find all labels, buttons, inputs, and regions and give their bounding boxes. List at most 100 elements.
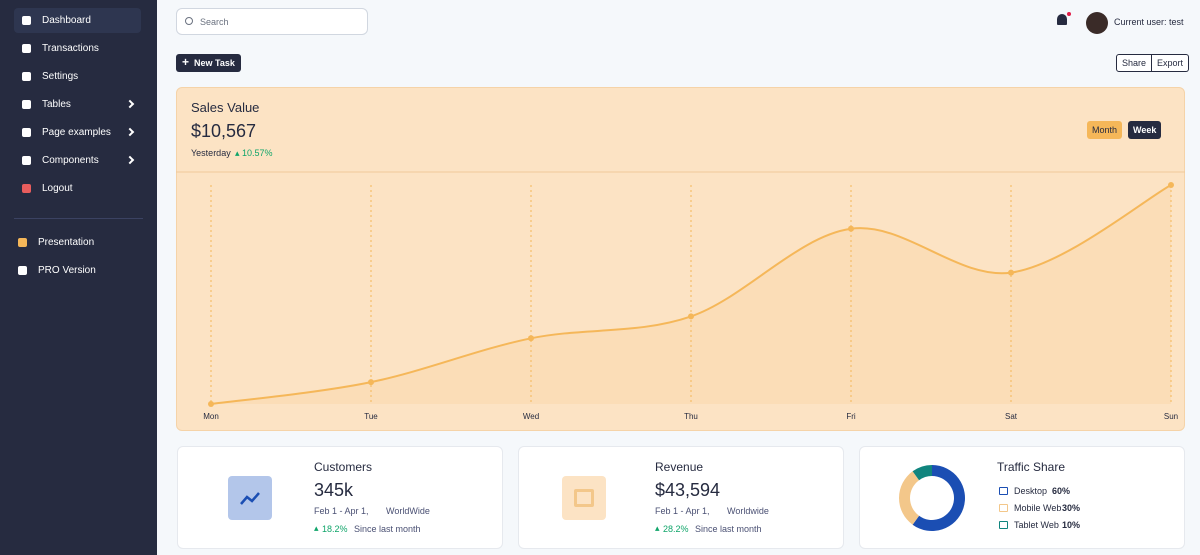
nav-item[interactable]: Settings [14, 64, 141, 89]
sales-point [1168, 182, 1174, 188]
donut-segment [912, 465, 965, 531]
card-title: Customers [314, 460, 373, 474]
nav-label: Presentation [38, 237, 95, 248]
traffic-title: Traffic Share [997, 460, 1066, 474]
sales-period: Yesterday [191, 148, 231, 158]
legend-label: Tablet Web [1014, 520, 1059, 530]
month-toggle[interactable]: Month [1087, 121, 1123, 139]
nav-item[interactable]: Presentation [10, 230, 137, 255]
card-title: Revenue [655, 460, 704, 474]
card-period: Feb 1 - Apr 1, [314, 506, 369, 516]
sales-chart: Mon Tue Wed Thu Fri Sat Sun [176, 171, 1185, 421]
legend-icon [999, 504, 1008, 512]
nav-icon [22, 72, 31, 81]
nav-item[interactable]: Components [14, 148, 141, 173]
nav-icon [22, 100, 31, 109]
plus-icon: + [182, 55, 190, 69]
nav-item[interactable]: Tables [14, 92, 141, 117]
nav-label: Settings [42, 71, 79, 82]
divider [14, 218, 143, 219]
x-tick-label: Sat [1005, 412, 1018, 421]
nav-icon [22, 184, 31, 193]
card-since: Since last month [695, 524, 762, 534]
search-placeholder: Search [200, 17, 229, 27]
nav-icon [22, 16, 31, 25]
nav-label: Dashboard [42, 15, 91, 26]
nav-icon [22, 128, 31, 137]
x-tick-label: Wed [523, 412, 539, 421]
search-box[interactable]: Search [176, 8, 368, 35]
chevron [125, 155, 135, 165]
card-change: 28.2% [663, 524, 689, 534]
share-export-group: Share Export [1116, 54, 1190, 72]
legend-label: Desktop [1014, 486, 1048, 496]
traffic-donut [899, 465, 965, 531]
chart-icon [240, 492, 260, 505]
nav-item[interactable]: PRO Version [10, 258, 137, 283]
new-task-label: New Task [194, 58, 235, 68]
sales-value: $10,567 [191, 121, 257, 141]
nav-item[interactable]: Logout [14, 176, 141, 201]
card-period: Feb 1 - Apr 1, [655, 506, 710, 516]
donut-segment [912, 465, 932, 481]
sales-point [848, 225, 854, 232]
nav-label: Tables [42, 99, 71, 110]
x-tick-label: Sun [1164, 412, 1178, 421]
legend-value: 60% [1052, 486, 1071, 496]
chart-icon-line [240, 492, 260, 505]
card-value: $43,594 [655, 480, 721, 500]
nav-item[interactable]: Page examples [14, 120, 141, 145]
nav-label: Logout [42, 183, 73, 194]
legend-icon [999, 521, 1008, 529]
sales-point [1008, 269, 1014, 276]
search-icon [185, 17, 193, 25]
x-tick-label: Thu [684, 412, 698, 421]
card-value: 345k [314, 480, 354, 500]
legend-value: 10% [1062, 520, 1081, 530]
register-icon [574, 489, 594, 507]
sales-point [368, 379, 374, 386]
card-since: Since last month [354, 524, 421, 534]
card-region: Worldwide [727, 506, 769, 516]
nav-item[interactable]: Dashboard [14, 8, 141, 33]
customers-card: Customers 345k Feb 1 - Apr 1, WorldWide ▴ 18.… [177, 446, 503, 549]
new-task-button[interactable]: + New Task [176, 54, 241, 72]
nav-item[interactable]: Transactions [14, 36, 141, 61]
traffic-card: Traffic Share Desktop 60% Mobile Web 30% Tab… [859, 446, 1185, 549]
share-button[interactable]: Share [1116, 54, 1153, 72]
x-tick-label: Fri [846, 412, 856, 421]
sales-card: Sales Value $10,567 Yesterday ▴ 10.57% M… [176, 87, 1185, 431]
sales-point [208, 401, 214, 407]
export-button[interactable]: Export [1152, 54, 1190, 72]
donut-segment [899, 471, 920, 525]
legend-label: Mobile Web [1014, 503, 1062, 513]
avatar[interactable] [1086, 12, 1108, 34]
nav-icon [18, 238, 27, 247]
nav-icon [22, 156, 31, 165]
chevron [125, 99, 135, 109]
legend-value: 30% [1062, 503, 1081, 513]
sidebar: Dashboard Transactions Settings Tables Page … [0, 0, 157, 555]
sales-point [528, 335, 534, 342]
x-tick-label: Tue [364, 412, 378, 421]
nav-label: Transactions [42, 43, 99, 54]
revenue-icon [562, 476, 606, 520]
sales-area [211, 185, 1171, 404]
customers-icon [228, 476, 272, 520]
legend-icon [999, 487, 1008, 495]
week-toggle[interactable]: Week [1128, 121, 1162, 139]
sales-point [688, 313, 694, 320]
bell-icon[interactable] [1057, 14, 1067, 25]
chevron [125, 127, 135, 137]
notification-dot [1067, 12, 1071, 16]
nav-icon [22, 44, 31, 53]
revenue-card: Revenue $43,594 Feb 1 - Apr 1, Worldwide ▴ 28… [518, 446, 844, 549]
sales-change: ▴ 10.57% [235, 148, 273, 158]
sales-title: Sales Value [191, 100, 260, 115]
nav-icon [18, 266, 27, 275]
sales-change-value: 10.57% [242, 148, 273, 158]
up-arrow: ▴ [655, 523, 660, 533]
x-tick-label: Mon [203, 412, 219, 421]
